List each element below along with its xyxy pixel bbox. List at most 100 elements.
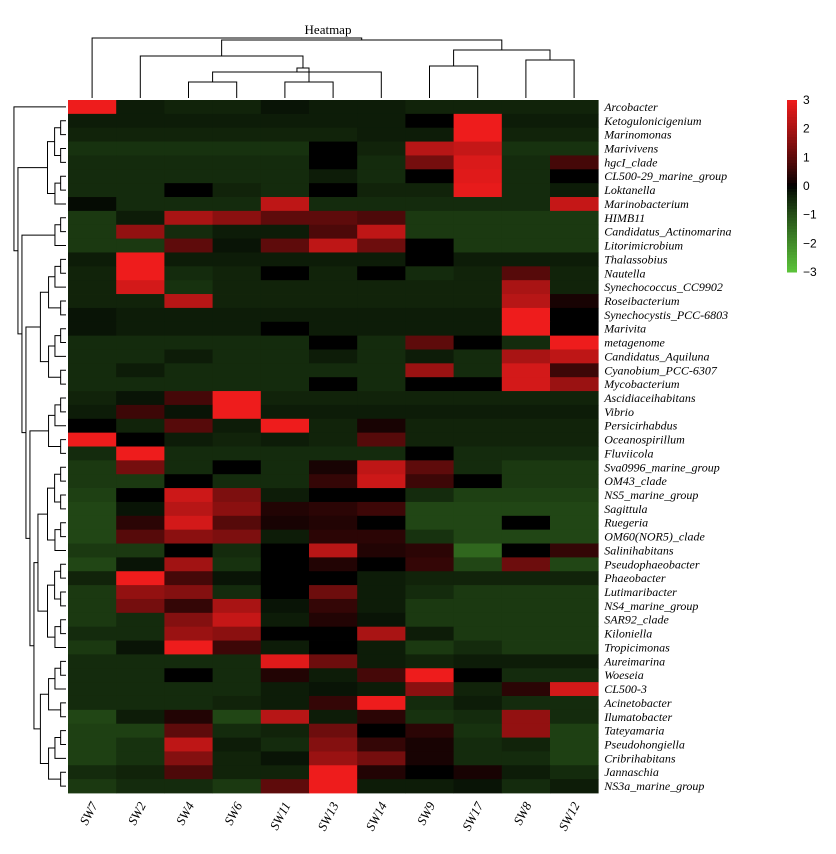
- heatmap-cell: [309, 626, 358, 641]
- heatmap-cell: [501, 155, 551, 170]
- heatmap-cell: [501, 210, 551, 226]
- heatmap-cell: [212, 266, 262, 281]
- heatmap-cell: [501, 238, 551, 253]
- heatmap-cell: [501, 709, 551, 725]
- row-label: Pseudohongiella: [603, 738, 685, 752]
- colorbar-segment: [787, 120, 797, 124]
- heatmap-cell: [260, 612, 310, 628]
- row-label: Litorimicrobium: [603, 239, 683, 253]
- heatmap-cell: [501, 321, 551, 337]
- heatmap-cell: [405, 113, 454, 129]
- row-label: Kiloniella: [603, 627, 652, 641]
- heatmap-cell: [164, 585, 213, 600]
- heatmap-cell: [453, 252, 503, 267]
- heatmap-cell: [550, 654, 599, 669]
- heatmap-cell: [68, 404, 117, 420]
- row-label: Candidatus_Aquiluna: [604, 349, 709, 363]
- heatmap-cell: [357, 460, 406, 475]
- heatmap-cell: [309, 543, 358, 558]
- heatmap-cell: [260, 432, 310, 447]
- heatmap-cell: [68, 238, 117, 253]
- heatmap-cells: [68, 100, 599, 794]
- heatmap-cell: [68, 127, 117, 142]
- heatmap-cell: [550, 626, 599, 641]
- heatmap-cell: [309, 349, 358, 364]
- heatmap-cell: [260, 640, 310, 655]
- heatmap-cell: [405, 682, 454, 697]
- colorbar-segment: [787, 229, 797, 233]
- heatmap-cell: [550, 127, 599, 142]
- heatmap-cell: [164, 751, 213, 766]
- heatmap-cell: [212, 141, 262, 156]
- heatmap-cell: [501, 294, 551, 309]
- heatmap-cell: [260, 501, 310, 517]
- heatmap-cell: [405, 779, 454, 794]
- heatmap-cell: [116, 294, 165, 309]
- colorbar-segment: [787, 165, 797, 170]
- colorbar-segment: [787, 254, 797, 259]
- colorbar-segment: [787, 251, 797, 256]
- colorbar-segment: [787, 128, 797, 133]
- heatmap-cell: [68, 100, 117, 115]
- heatmap-cell: [501, 349, 551, 364]
- heatmap-cell: [309, 335, 358, 350]
- column-label: SW8: [510, 799, 535, 828]
- heatmap-cell: [68, 155, 117, 170]
- heatmap-cell: [68, 349, 117, 364]
- row-dendrogram-link: [60, 660, 66, 676]
- colorbar-segment: [787, 263, 797, 267]
- heatmap-cell: [550, 557, 599, 572]
- heatmap-cell: [116, 543, 165, 558]
- heatmap-cell: [501, 224, 551, 239]
- heatmap-cell: [309, 238, 358, 253]
- heatmap-cell: [212, 294, 262, 309]
- colorbar-segment: [787, 131, 797, 135]
- heatmap-cell: [260, 557, 310, 572]
- row-label: SAR92_clade: [604, 613, 669, 627]
- heatmap-cell: [212, 585, 262, 600]
- heatmap-cell: [453, 349, 503, 364]
- heatmap-cell: [550, 709, 599, 725]
- heatmap-cell: [357, 280, 406, 295]
- heatmap-cell: [357, 404, 406, 420]
- heatmap-cell: [357, 294, 406, 309]
- heatmap-cell: [309, 640, 358, 655]
- heatmap-cell: [116, 612, 165, 628]
- heatmap-cell: [116, 155, 165, 170]
- heatmap-cell: [212, 100, 262, 115]
- heatmap-cell: [68, 626, 117, 641]
- heatmap-cell: [212, 377, 262, 392]
- column-label: SW6: [221, 799, 246, 828]
- heatmap-cell: [116, 197, 165, 212]
- heatmap-cell: [260, 723, 310, 738]
- heatmap-cell: [501, 737, 551, 752]
- heatmap-cell: [309, 737, 358, 752]
- heatmap-cell: [309, 432, 358, 447]
- row-label: Persicirhabdus: [603, 419, 677, 433]
- row-label: Synechocystis_PCC-6803: [604, 308, 728, 322]
- heatmap-cell: [116, 391, 165, 406]
- heatmap-cell: [405, 183, 454, 198]
- column-label: SW12: [555, 799, 583, 833]
- heatmap-cell: [68, 695, 117, 711]
- heatmap-cell: [260, 737, 310, 752]
- heatmap-cell: [405, 695, 454, 711]
- heatmap-cell: [453, 668, 503, 683]
- heatmap-cell: [212, 224, 262, 239]
- heatmap-cell: [453, 488, 503, 503]
- colorbar-legend: 3 2 1 0 −1 −2 −3: [787, 93, 817, 279]
- heatmap-cell: [550, 155, 599, 170]
- heatmap-cell: [550, 197, 599, 212]
- heatmap-cell: [309, 474, 358, 489]
- row-label: NS3a_marine_group: [603, 779, 704, 793]
- heatmap-cell: [405, 723, 454, 738]
- heatmap-cell: [453, 294, 503, 309]
- row-label: Candidatus_Actinomarina: [604, 225, 731, 239]
- heatmap-cell: [260, 488, 310, 503]
- heatmap-cell: [357, 543, 406, 558]
- heatmap-cell: [309, 210, 358, 226]
- heatmap-cell: [453, 155, 503, 170]
- heatmap-cell: [550, 585, 599, 600]
- row-label: Marivivens: [603, 142, 658, 156]
- row-dendrogram-link: [60, 466, 66, 482]
